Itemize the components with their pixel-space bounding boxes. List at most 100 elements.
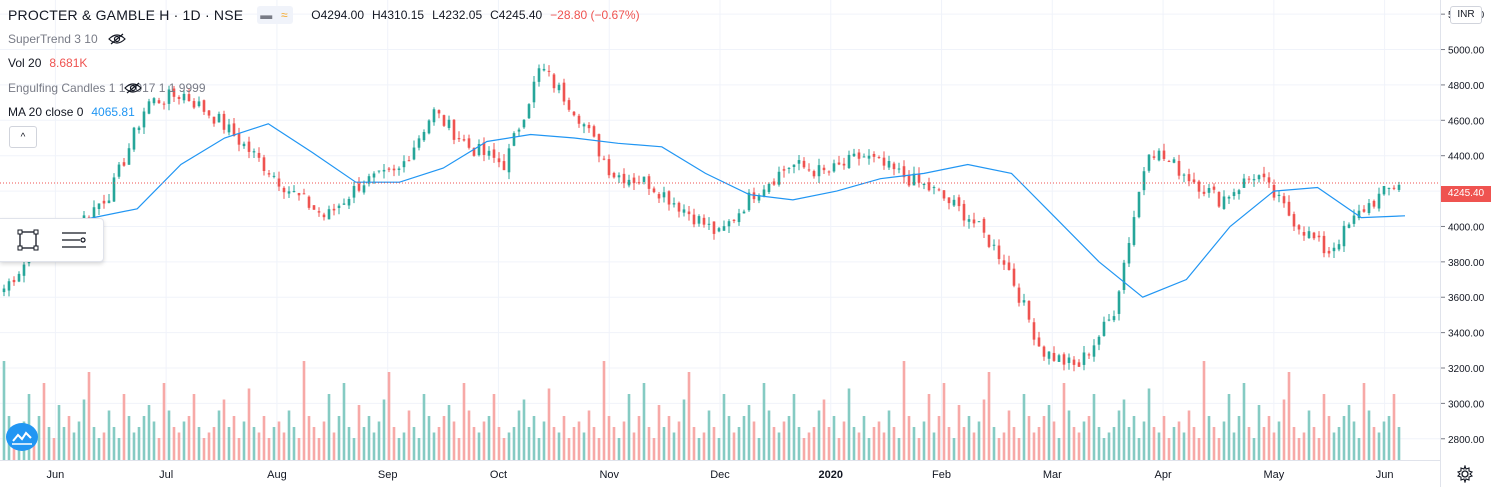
volume-bar (877, 421, 881, 460)
legend-supertrend[interactable]: SuperTrend 3 10 (8, 32, 126, 46)
volume-bar (332, 432, 336, 460)
legend-vol[interactable]: Vol 20 8.681K (8, 56, 87, 70)
candle-body (127, 148, 131, 165)
symbol-title[interactable]: PROCTER & GAMBLE H · 1D · NSE (8, 7, 244, 23)
volume-bar (462, 383, 466, 460)
volume-bar (1202, 361, 1206, 460)
volume-bar (337, 416, 341, 460)
candle-body (812, 171, 816, 177)
volume-bar (1177, 421, 1181, 460)
volume-bar (147, 405, 151, 460)
volume-bar (67, 416, 71, 460)
volume-bar (57, 405, 61, 460)
price-scale[interactable]: 5200.005000.004800.004600.004400.004200.… (1440, 0, 1494, 487)
volume-bar (177, 432, 181, 460)
candle-body (932, 187, 936, 189)
candle-body (507, 148, 511, 173)
eye-off-icon[interactable] (123, 82, 142, 94)
volume-bar (667, 416, 671, 460)
volume-bar (772, 427, 776, 460)
volume-bar (897, 438, 901, 460)
candle-body (1182, 174, 1186, 176)
candle-body (212, 116, 216, 124)
ma-value: 4065.81 (91, 105, 135, 119)
candle-body (1082, 352, 1086, 365)
candle-body (1062, 354, 1066, 365)
candle-body (112, 177, 116, 202)
candle-body (357, 183, 361, 191)
legend-ma[interactable]: MA 20 close 0 4065.81 (8, 105, 135, 119)
volume-bar (707, 410, 711, 460)
candle-body (162, 103, 166, 105)
volume-bar (367, 416, 371, 460)
volume-bar (137, 427, 141, 460)
candle-body (227, 124, 231, 133)
volume-bar (807, 432, 811, 460)
candlestick-chart[interactable] (0, 0, 1440, 460)
candle-body (602, 158, 606, 160)
candle-body (427, 120, 431, 134)
currency-button[interactable]: INR (1450, 6, 1482, 24)
volume-bar (1127, 427, 1131, 460)
legend-engulfing[interactable]: Engulfing Candles 1 1 2017 1 1 9999 (8, 81, 206, 95)
gear-icon[interactable] (1456, 465, 1474, 483)
volume-bar (782, 421, 786, 460)
candle-body (292, 191, 296, 193)
volume-bar (797, 427, 801, 460)
volume-bar (577, 421, 581, 460)
volume-bar (127, 416, 131, 460)
rectangle-tool-button[interactable] (10, 222, 46, 258)
candle-body (192, 101, 196, 108)
volume-bar (262, 416, 266, 460)
compare-icon[interactable]: ≈ (281, 8, 288, 22)
volume-bar (1322, 394, 1326, 460)
candle-body (1137, 191, 1141, 218)
eye-off-icon[interactable] (107, 33, 126, 45)
volume-bar (187, 416, 191, 460)
volume-bar (297, 438, 301, 460)
candle-body (22, 264, 26, 276)
volume-bar (942, 383, 946, 460)
volume-bar (537, 438, 541, 460)
candle-body (1237, 190, 1241, 195)
volume-bar (452, 421, 456, 460)
time-scale[interactable]: Jun Jul Aug Sep Oct Nov Dec 2020 Feb Mar Apr May Jun (0, 460, 1440, 488)
volume-bar (967, 416, 971, 460)
tradingview-logo-icon[interactable] (6, 423, 38, 451)
volume-bar (87, 372, 91, 460)
volume-bar (1067, 410, 1071, 460)
volume-bar (672, 432, 676, 460)
candle-body (1307, 231, 1311, 239)
candle-body (452, 119, 456, 140)
volume-bar (472, 427, 476, 460)
volume-bar (652, 438, 656, 460)
chart-pane[interactable] (0, 0, 1440, 460)
candle-body (1157, 150, 1161, 161)
candle-body (1342, 225, 1346, 247)
candle-body (732, 219, 736, 221)
volume-bar (532, 416, 536, 460)
volume-bar (257, 432, 261, 460)
candle-body (432, 109, 436, 123)
volume-bar (387, 372, 391, 460)
candle-body (412, 147, 416, 160)
candle-body (422, 131, 426, 141)
candle-body (867, 155, 871, 159)
volume-bar (1377, 432, 1381, 460)
volume-bar (547, 388, 551, 460)
volume-bar (612, 427, 616, 460)
candle-body (307, 196, 311, 208)
candle-body (1057, 355, 1061, 362)
list-tool-button[interactable] (56, 222, 92, 258)
candle-body (1092, 345, 1096, 357)
candle-body (1317, 235, 1321, 238)
candle-body (832, 163, 836, 172)
vol-value: 8.681K (49, 56, 88, 70)
collapse-legend-button[interactable]: ^ (9, 126, 37, 148)
candle-body (282, 187, 286, 193)
volume-bar (687, 372, 691, 460)
price-tick-label: 3600.00 (1448, 293, 1485, 304)
candle-body (347, 198, 351, 206)
candle-body (222, 113, 226, 130)
minus-icon[interactable]: ▬ (260, 8, 273, 22)
